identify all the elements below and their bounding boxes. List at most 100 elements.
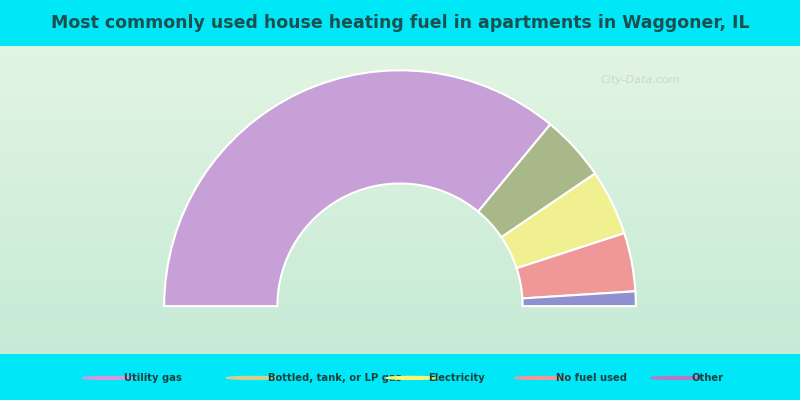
Bar [0, 140, 800, 142]
Bar [0, 148, 800, 149]
Bar [0, 331, 800, 332]
Bar [0, 269, 800, 271]
Bar [0, 192, 800, 194]
Bar [0, 314, 800, 316]
Bar [0, 286, 800, 288]
Bar [0, 254, 800, 256]
Circle shape [386, 376, 438, 379]
Bar [0, 175, 800, 177]
Text: Bottled, tank, or LP gas: Bottled, tank, or LP gas [268, 373, 402, 383]
Bar [0, 245, 800, 246]
Bar [0, 325, 800, 326]
Bar [0, 185, 800, 186]
Bar [0, 209, 800, 211]
Bar [0, 164, 800, 166]
Bar [0, 123, 800, 124]
Bar [0, 252, 800, 254]
Bar [0, 208, 800, 209]
Bar [0, 66, 800, 68]
Bar [0, 188, 800, 189]
Bar [0, 195, 800, 197]
Bar [0, 154, 800, 155]
Bar [0, 197, 800, 198]
Bar [0, 98, 800, 100]
Bar [0, 54, 800, 55]
Bar [0, 258, 800, 260]
Bar [0, 166, 800, 168]
Bar [0, 162, 800, 163]
Bar [0, 124, 800, 126]
Bar [0, 205, 800, 206]
Circle shape [650, 376, 702, 379]
Bar [0, 69, 800, 71]
Bar [0, 206, 800, 208]
Bar [0, 262, 800, 263]
Bar [0, 320, 800, 322]
Bar [0, 84, 800, 86]
Bar [0, 118, 800, 120]
Bar [0, 134, 800, 135]
Bar [0, 225, 800, 226]
Text: Electricity: Electricity [428, 373, 485, 383]
Bar [0, 263, 800, 265]
Bar [0, 142, 800, 143]
Bar [0, 246, 800, 248]
Bar [0, 336, 800, 337]
Bar [0, 326, 800, 328]
Bar [0, 203, 800, 205]
Bar [0, 108, 800, 109]
Wedge shape [517, 233, 635, 298]
Bar [0, 72, 800, 74]
Bar [0, 306, 800, 308]
Bar [0, 58, 800, 60]
Bar [0, 212, 800, 214]
Bar [0, 102, 800, 103]
Bar [0, 60, 800, 61]
Bar [0, 186, 800, 188]
Text: Other: Other [692, 373, 724, 383]
Bar [0, 0, 800, 46]
Bar [0, 55, 800, 57]
Bar [0, 158, 800, 160]
Bar [0, 180, 800, 182]
Bar [0, 274, 800, 276]
Bar [0, 88, 800, 89]
Bar [0, 251, 800, 252]
Bar [0, 171, 800, 172]
Bar [0, 115, 800, 117]
Bar [0, 292, 800, 294]
Bar [0, 316, 800, 317]
Bar [0, 155, 800, 157]
Bar [0, 268, 800, 269]
Bar [0, 288, 800, 289]
Bar [0, 100, 800, 102]
Bar [0, 160, 800, 162]
Bar [0, 191, 800, 192]
Bar [0, 317, 800, 318]
Bar [0, 345, 800, 346]
Bar [0, 308, 800, 309]
Bar [0, 243, 800, 245]
Bar [0, 309, 800, 311]
Bar [0, 71, 800, 72]
Bar [0, 340, 800, 342]
Bar [0, 49, 800, 51]
Bar [0, 177, 800, 178]
Bar [0, 75, 800, 77]
Bar [0, 218, 800, 220]
Bar [0, 198, 800, 200]
Bar [0, 257, 800, 258]
Wedge shape [478, 124, 595, 237]
Bar [0, 117, 800, 118]
Bar [0, 214, 800, 215]
Bar [0, 303, 800, 305]
Bar [0, 342, 800, 343]
Bar [0, 231, 800, 232]
Bar [0, 277, 800, 278]
Bar [0, 63, 800, 64]
Bar [0, 311, 800, 312]
Bar [0, 109, 800, 111]
Bar [0, 351, 800, 352]
Bar [0, 157, 800, 158]
Bar [0, 242, 800, 243]
